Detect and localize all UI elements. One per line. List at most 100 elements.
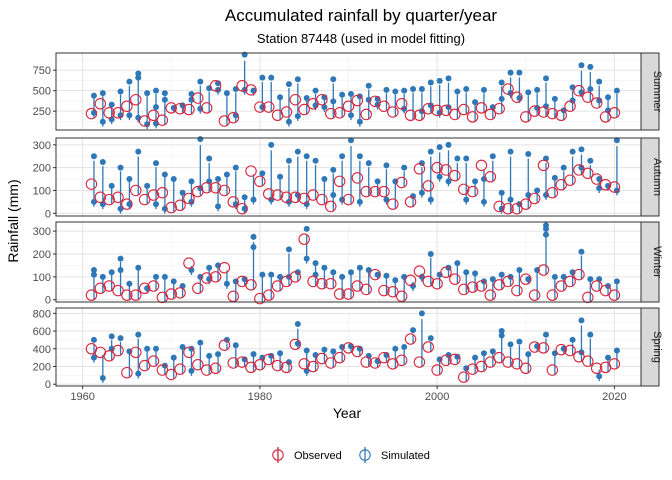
observed-point (298, 103, 310, 116)
observed-point (254, 358, 266, 371)
simulated-point (605, 354, 612, 361)
simulated-point (356, 345, 363, 352)
x-tick-label: 1960 (70, 391, 94, 403)
observed-point (103, 193, 115, 206)
y-tick-label: 800 (33, 308, 51, 320)
observed-point (537, 264, 550, 276)
simulated-point (383, 351, 390, 358)
simulated-point (170, 278, 177, 285)
observed-point (307, 360, 319, 373)
observed-point (546, 107, 559, 120)
observed-point (511, 284, 523, 297)
observed-point (289, 338, 302, 351)
observed-point (165, 102, 177, 114)
simulated-point (135, 370, 142, 377)
observed-point (174, 102, 186, 115)
simulated-point (321, 264, 328, 271)
simulated-point (108, 182, 115, 189)
simulated-point (117, 88, 124, 95)
observed-point (245, 279, 257, 291)
simulated-point (587, 157, 594, 164)
observed-point (582, 167, 594, 180)
facet-winter: 0 100 200 300 Winter (33, 221, 663, 307)
simulated-point (277, 273, 284, 280)
simulated-point (498, 328, 505, 335)
observed-point (537, 159, 550, 172)
simulated-point (587, 63, 594, 70)
simulated-point (206, 155, 213, 162)
simulated-point (560, 273, 567, 280)
simulated-point (525, 276, 532, 283)
observed-point (431, 161, 443, 174)
observed-point (422, 180, 435, 192)
simulated-point (179, 189, 186, 196)
simulated-point (480, 86, 487, 93)
simulated-point (356, 118, 363, 125)
simulated-point (427, 79, 434, 86)
simulated-point (117, 255, 124, 262)
observed-point (564, 100, 576, 112)
simulated-point (613, 137, 620, 144)
simulated-point (144, 345, 151, 352)
observed-point (289, 271, 302, 283)
observed-point (369, 357, 381, 369)
observed-point (112, 191, 124, 204)
observed-point (520, 111, 532, 123)
simulated-point (294, 148, 301, 155)
observed-point (564, 344, 576, 357)
observed-point (378, 100, 390, 112)
observed-point (218, 339, 231, 351)
simulated-point (330, 192, 337, 199)
simulated-point (215, 203, 222, 210)
simulated-point (188, 178, 195, 185)
y-tick-label: 500 (33, 86, 51, 98)
simulated-point (161, 171, 168, 178)
simulated-point (551, 273, 558, 280)
observed-point (121, 366, 133, 379)
y-tick-label: 200 (33, 249, 51, 261)
simulated-point (303, 255, 310, 262)
simulated-point (339, 91, 346, 98)
observed-point (378, 185, 390, 198)
observed-point (413, 356, 426, 368)
simulated-point (454, 353, 461, 360)
observed-point (351, 94, 364, 107)
simulated-point (330, 98, 337, 105)
observed-point (183, 257, 195, 269)
observed-point (537, 342, 550, 354)
observed-point (528, 289, 541, 301)
observed-point (360, 356, 372, 368)
simulated-point (560, 164, 567, 171)
observed-point (254, 175, 266, 188)
simulated-point (241, 205, 248, 212)
legend-item-observed: Observed (270, 447, 342, 463)
simulated-point (294, 340, 301, 347)
simulated-point (543, 75, 549, 82)
simulated-point (90, 92, 97, 99)
observed-point (183, 346, 195, 359)
observed-point (262, 289, 275, 301)
y-tick-label: 0 (45, 295, 51, 307)
simulated-point (507, 69, 514, 76)
observed-point (475, 159, 488, 172)
simulated-point (596, 176, 603, 183)
observed-point (85, 289, 98, 301)
simulated-point (285, 246, 292, 253)
x-tick-label: 2000 (425, 391, 449, 403)
simulated-point (418, 273, 425, 280)
observed-point (130, 289, 142, 301)
simulated-point (348, 112, 354, 119)
observed-point (573, 84, 585, 97)
simulated-point (223, 90, 230, 97)
observed-point (138, 282, 151, 295)
simulated-point (197, 339, 204, 346)
simulated-point (489, 276, 496, 283)
observed-point (573, 350, 585, 363)
observed-point (94, 98, 107, 110)
facet-strip (640, 137, 660, 217)
simulated-point (126, 176, 133, 183)
facet-strip-label: Spring (651, 331, 663, 363)
simulated-point (454, 155, 461, 162)
legend: Observed Simulated (270, 447, 430, 463)
y-tick-label: 300 (33, 140, 51, 152)
